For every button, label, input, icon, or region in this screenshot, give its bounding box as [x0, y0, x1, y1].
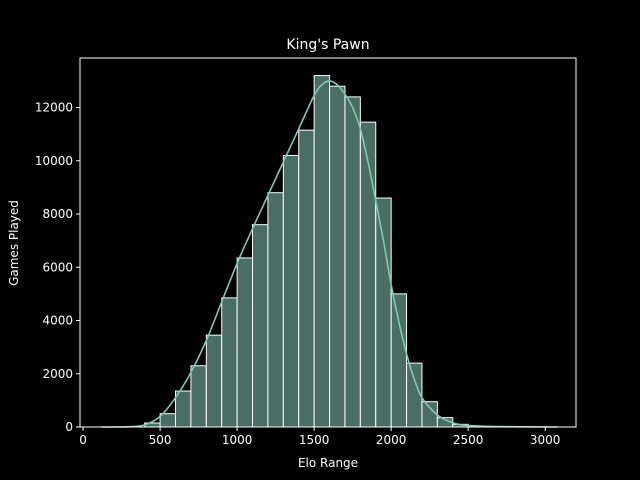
y-tick-label: 10000	[35, 154, 73, 168]
histogram-bar	[252, 224, 269, 428]
histogram-bar	[313, 75, 331, 428]
histogram-bar	[221, 297, 238, 428]
histogram-bar	[359, 121, 377, 428]
y-axis-ticks: 0 2000 4000 6000 8000 10000 12000	[35, 101, 80, 434]
x-tick-label: 1000	[222, 433, 253, 447]
histogram-bar	[375, 197, 392, 428]
histogram-bar	[390, 293, 408, 428]
histogram-bar	[298, 129, 315, 428]
kde-curve	[101, 80, 558, 428]
y-tick-label: 4000	[42, 314, 73, 328]
histogram-bar	[344, 96, 361, 428]
y-tick-label: 0	[65, 420, 73, 434]
x-axis-ticks: 0 500 1000 1500 2000 2500 3000	[79, 427, 560, 447]
plot-frame	[79, 57, 577, 428]
bars-group	[144, 75, 469, 428]
histogram-bar	[421, 401, 438, 428]
chart-title: King's Pawn	[286, 37, 369, 53]
histogram-bar	[159, 413, 177, 428]
histogram-bar	[267, 192, 284, 428]
x-tick-label: 0	[79, 433, 87, 447]
x-tick-label: 2000	[376, 433, 407, 447]
x-tick-label: 3000	[530, 433, 561, 447]
y-tick-label: 6000	[42, 260, 73, 274]
x-axis-label: Elo Range	[298, 456, 358, 470]
histogram-bar	[205, 334, 223, 428]
y-tick-label: 8000	[42, 207, 73, 221]
histogram-bar	[282, 154, 300, 428]
y-tick-label: 12000	[35, 101, 73, 115]
x-tick-label: 2500	[453, 433, 484, 447]
histogram-bar	[329, 85, 346, 428]
y-axis-label: Games Played	[7, 200, 21, 286]
x-tick-label: 500	[149, 433, 172, 447]
x-tick-label: 1500	[299, 433, 330, 447]
histogram-bar	[175, 390, 192, 428]
histogram-bar	[236, 257, 254, 428]
y-tick-label: 2000	[42, 367, 73, 381]
histogram-bar	[190, 365, 207, 428]
